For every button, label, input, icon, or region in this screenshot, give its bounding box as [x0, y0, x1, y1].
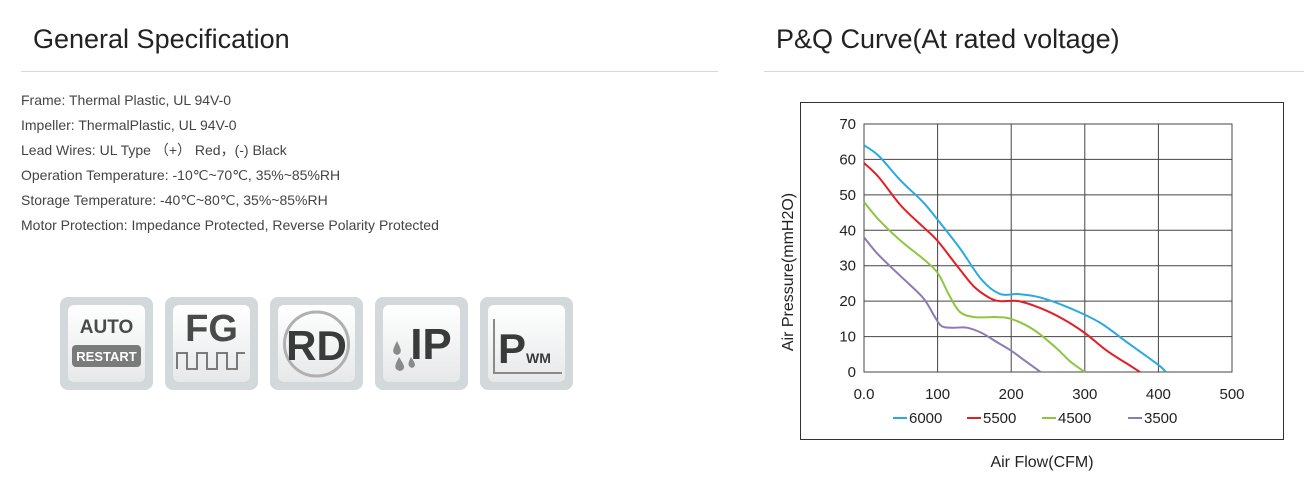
plot-area — [863, 123, 1233, 373]
rd-rotation-detect-icon: RD — [270, 297, 363, 390]
fg-signal-icon: FG — [165, 297, 258, 390]
x-tick-label: 300 — [1072, 386, 1097, 403]
pq-title-divider — [764, 71, 1304, 72]
pwm-p-label: P — [498, 325, 526, 372]
pwm-wm-label: WM — [526, 350, 551, 366]
y-tick-label: 0 — [848, 364, 856, 381]
auto-label: AUTO — [80, 317, 133, 338]
ip-label: IP — [410, 320, 452, 369]
legend-label-3500: 3500 — [1144, 410, 1177, 427]
x-tick-label: 400 — [1146, 386, 1171, 403]
restart-label: RESTART — [76, 349, 136, 364]
auto-restart-icon: AUTO RESTART — [60, 297, 153, 390]
y-tick-label: 60 — [839, 151, 856, 168]
y-tick-label: 30 — [839, 258, 856, 275]
y-tick-label: 10 — [839, 329, 856, 346]
pq-curve-title: P&Q Curve(At rated voltage) — [776, 24, 1120, 54]
legend-label-4500: 4500 — [1058, 410, 1091, 427]
x-axis-label: Air Flow(CFM) — [990, 454, 1094, 471]
feature-badges: AUTO RESTART FG RD IP P — [60, 297, 573, 390]
rd-label: RD — [286, 322, 347, 369]
series-line-3500 — [863, 236, 1042, 373]
legend-label-5500: 5500 — [983, 410, 1016, 427]
spec-operation-temperature: Operation Temperature: -10℃~70℃, 35%~85%… — [21, 167, 341, 183]
x-tick-label: 500 — [1219, 386, 1244, 403]
legend-label-6000: 6000 — [909, 410, 942, 427]
title-divider — [21, 71, 718, 72]
y-tick-label: 70 — [839, 116, 856, 133]
spec-list: Frame: Thermal Plastic, UL 94V-0 Impelle… — [21, 88, 439, 238]
y-tick-label: 20 — [839, 293, 856, 310]
y-axis-label: Air Pressure(mmH2O) — [780, 193, 797, 351]
series-line-5500 — [863, 162, 1141, 373]
y-tick-label: 50 — [839, 187, 856, 204]
pwm-control-icon: P WM — [480, 297, 573, 390]
series-line-6000 — [863, 144, 1167, 373]
fg-label: FG — [185, 308, 238, 350]
spec-storage-temperature: Storage Temperature: -40℃~80℃, 35%~85%RH — [21, 192, 328, 208]
spec-frame: Frame: Thermal Plastic, UL 94V-0 — [21, 92, 232, 108]
x-tick-label: 100 — [925, 386, 950, 403]
general-spec-title: General Specification — [33, 24, 290, 54]
ip-protection-icon: IP — [375, 297, 468, 390]
chart-frame — [800, 102, 1284, 440]
x-tick-label: 200 — [999, 386, 1024, 403]
y-tick-label: 40 — [839, 222, 856, 239]
spec-impeller: Impeller: ThermalPlastic, UL 94V-0 — [21, 117, 237, 133]
spec-lead-wires: Lead Wires: UL Type （+） Red，(-) Black — [21, 142, 287, 158]
x-tick-label: 0.0 — [854, 386, 875, 403]
spec-motor-protection: Motor Protection: Impedance Protected, R… — [21, 217, 439, 233]
series-line-4500 — [863, 201, 1086, 373]
